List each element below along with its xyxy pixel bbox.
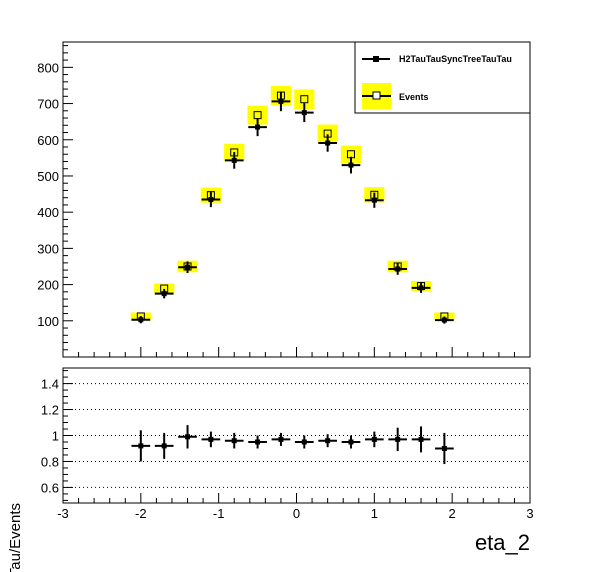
ratio-x-axis: -3 -2 -1 0 1 2 3: [57, 493, 534, 521]
ratio-y-tick-label: 1.2: [41, 403, 59, 418]
main-y-tick-label: 300: [37, 241, 59, 256]
sync-marker: [325, 140, 331, 146]
main-y-tick-label: 600: [37, 133, 59, 148]
ratio-points: [131, 425, 454, 465]
ratio-marker: [441, 445, 447, 451]
ratio-y-axis-title: H2TauTauSyncTreeTauTau/Events: [7, 503, 24, 572]
ratio-marker: [395, 436, 401, 442]
legend-marker-events: [372, 91, 381, 100]
events-error-box: [317, 124, 338, 143]
ratio-marker: [185, 434, 191, 440]
main-y-tick-label: 400: [37, 205, 59, 220]
sync-marker: [208, 197, 214, 202]
events-marker: [346, 150, 355, 159]
ratio-marker: [301, 439, 307, 445]
events-marker: [440, 312, 449, 321]
ratio-x-tick-label: 3: [526, 506, 533, 521]
ratio-y-tick-label: 0.6: [41, 480, 59, 495]
events-error-box: [154, 283, 175, 294]
legend-label-events: Events: [399, 92, 429, 102]
main-y-tick-label: 200: [37, 278, 59, 293]
ratio-marker: [208, 436, 214, 442]
events-marker: [393, 262, 402, 271]
events-marker: [183, 262, 192, 271]
sync-marker: [231, 157, 237, 163]
events-error-boxes: [130, 85, 455, 321]
legend: H2TauTauSyncTreeTauTau Events: [354, 41, 531, 114]
x-axis-title: eta_2: [475, 530, 530, 555]
ratio-x-tick-label: -2: [135, 506, 147, 521]
sync-marker: [348, 162, 354, 168]
main-x-axis: [62, 347, 531, 357]
ratio-marker: [325, 438, 331, 444]
main-y-axis: 100 200 300 400 500 600 700 800: [37, 45, 73, 358]
ratio-marker: [255, 439, 261, 445]
events-marker: [276, 91, 285, 100]
ratio-y-tick-label: 0.8: [41, 454, 59, 469]
events-marker: [300, 95, 309, 104]
events-marker: [230, 148, 239, 157]
events-marker: [370, 190, 379, 199]
events-error-box: [340, 145, 362, 163]
ratio-marker: [418, 436, 424, 442]
sync-marker: [161, 291, 167, 297]
events-marker: [253, 111, 262, 120]
ratio-marker: [278, 436, 284, 442]
sync-marker: [185, 264, 191, 270]
ratio-marker: [138, 443, 144, 449]
ratio-marker: [348, 439, 354, 445]
events-marker: [323, 129, 332, 138]
ratio-grid: [63, 383, 530, 488]
ratio-marker: [161, 443, 167, 449]
ratio-x-tick-label: 1: [371, 506, 378, 521]
legend-label-sync: H2TauTauSyncTreeTauTau: [399, 54, 512, 64]
events-marker: [160, 284, 169, 293]
legend-marker-sync: [373, 56, 379, 62]
data-markers: [136, 91, 449, 323]
ratio-x-tick-label: -3: [57, 506, 69, 521]
ratio-y-tick-label: 1: [52, 429, 59, 444]
sync-marker: [371, 197, 377, 203]
ratio-x-tick-label: 2: [449, 506, 456, 521]
sync-marker: [301, 110, 307, 116]
ratio-x-tick-label: 0: [293, 506, 300, 521]
sync-marker: [278, 98, 284, 104]
sync-marker: [418, 285, 424, 291]
ratio-y-tick-label: 1.4: [41, 377, 59, 392]
sync-marker: [395, 266, 401, 272]
events-marker: [206, 191, 215, 200]
ratio-y-axis: 0.6 0.8 1 1.2 1.4: [41, 370, 73, 501]
ratio-marker: [371, 436, 377, 442]
ratio-marker: [231, 438, 237, 444]
main-y-tick-label: 500: [37, 169, 59, 184]
ratio-x-tick-label: -1: [213, 506, 225, 521]
events-marker: [136, 312, 145, 321]
events-error-box: [247, 105, 268, 125]
sync-marker: [255, 124, 261, 130]
main-y-tick-label: 800: [37, 60, 59, 75]
main-y-tick-label: 100: [37, 314, 59, 329]
events-marker: [417, 282, 426, 291]
main-y-tick-label: 700: [37, 97, 59, 112]
sync-tree-error-bars: [131, 91, 454, 324]
events-error-box: [294, 89, 315, 109]
